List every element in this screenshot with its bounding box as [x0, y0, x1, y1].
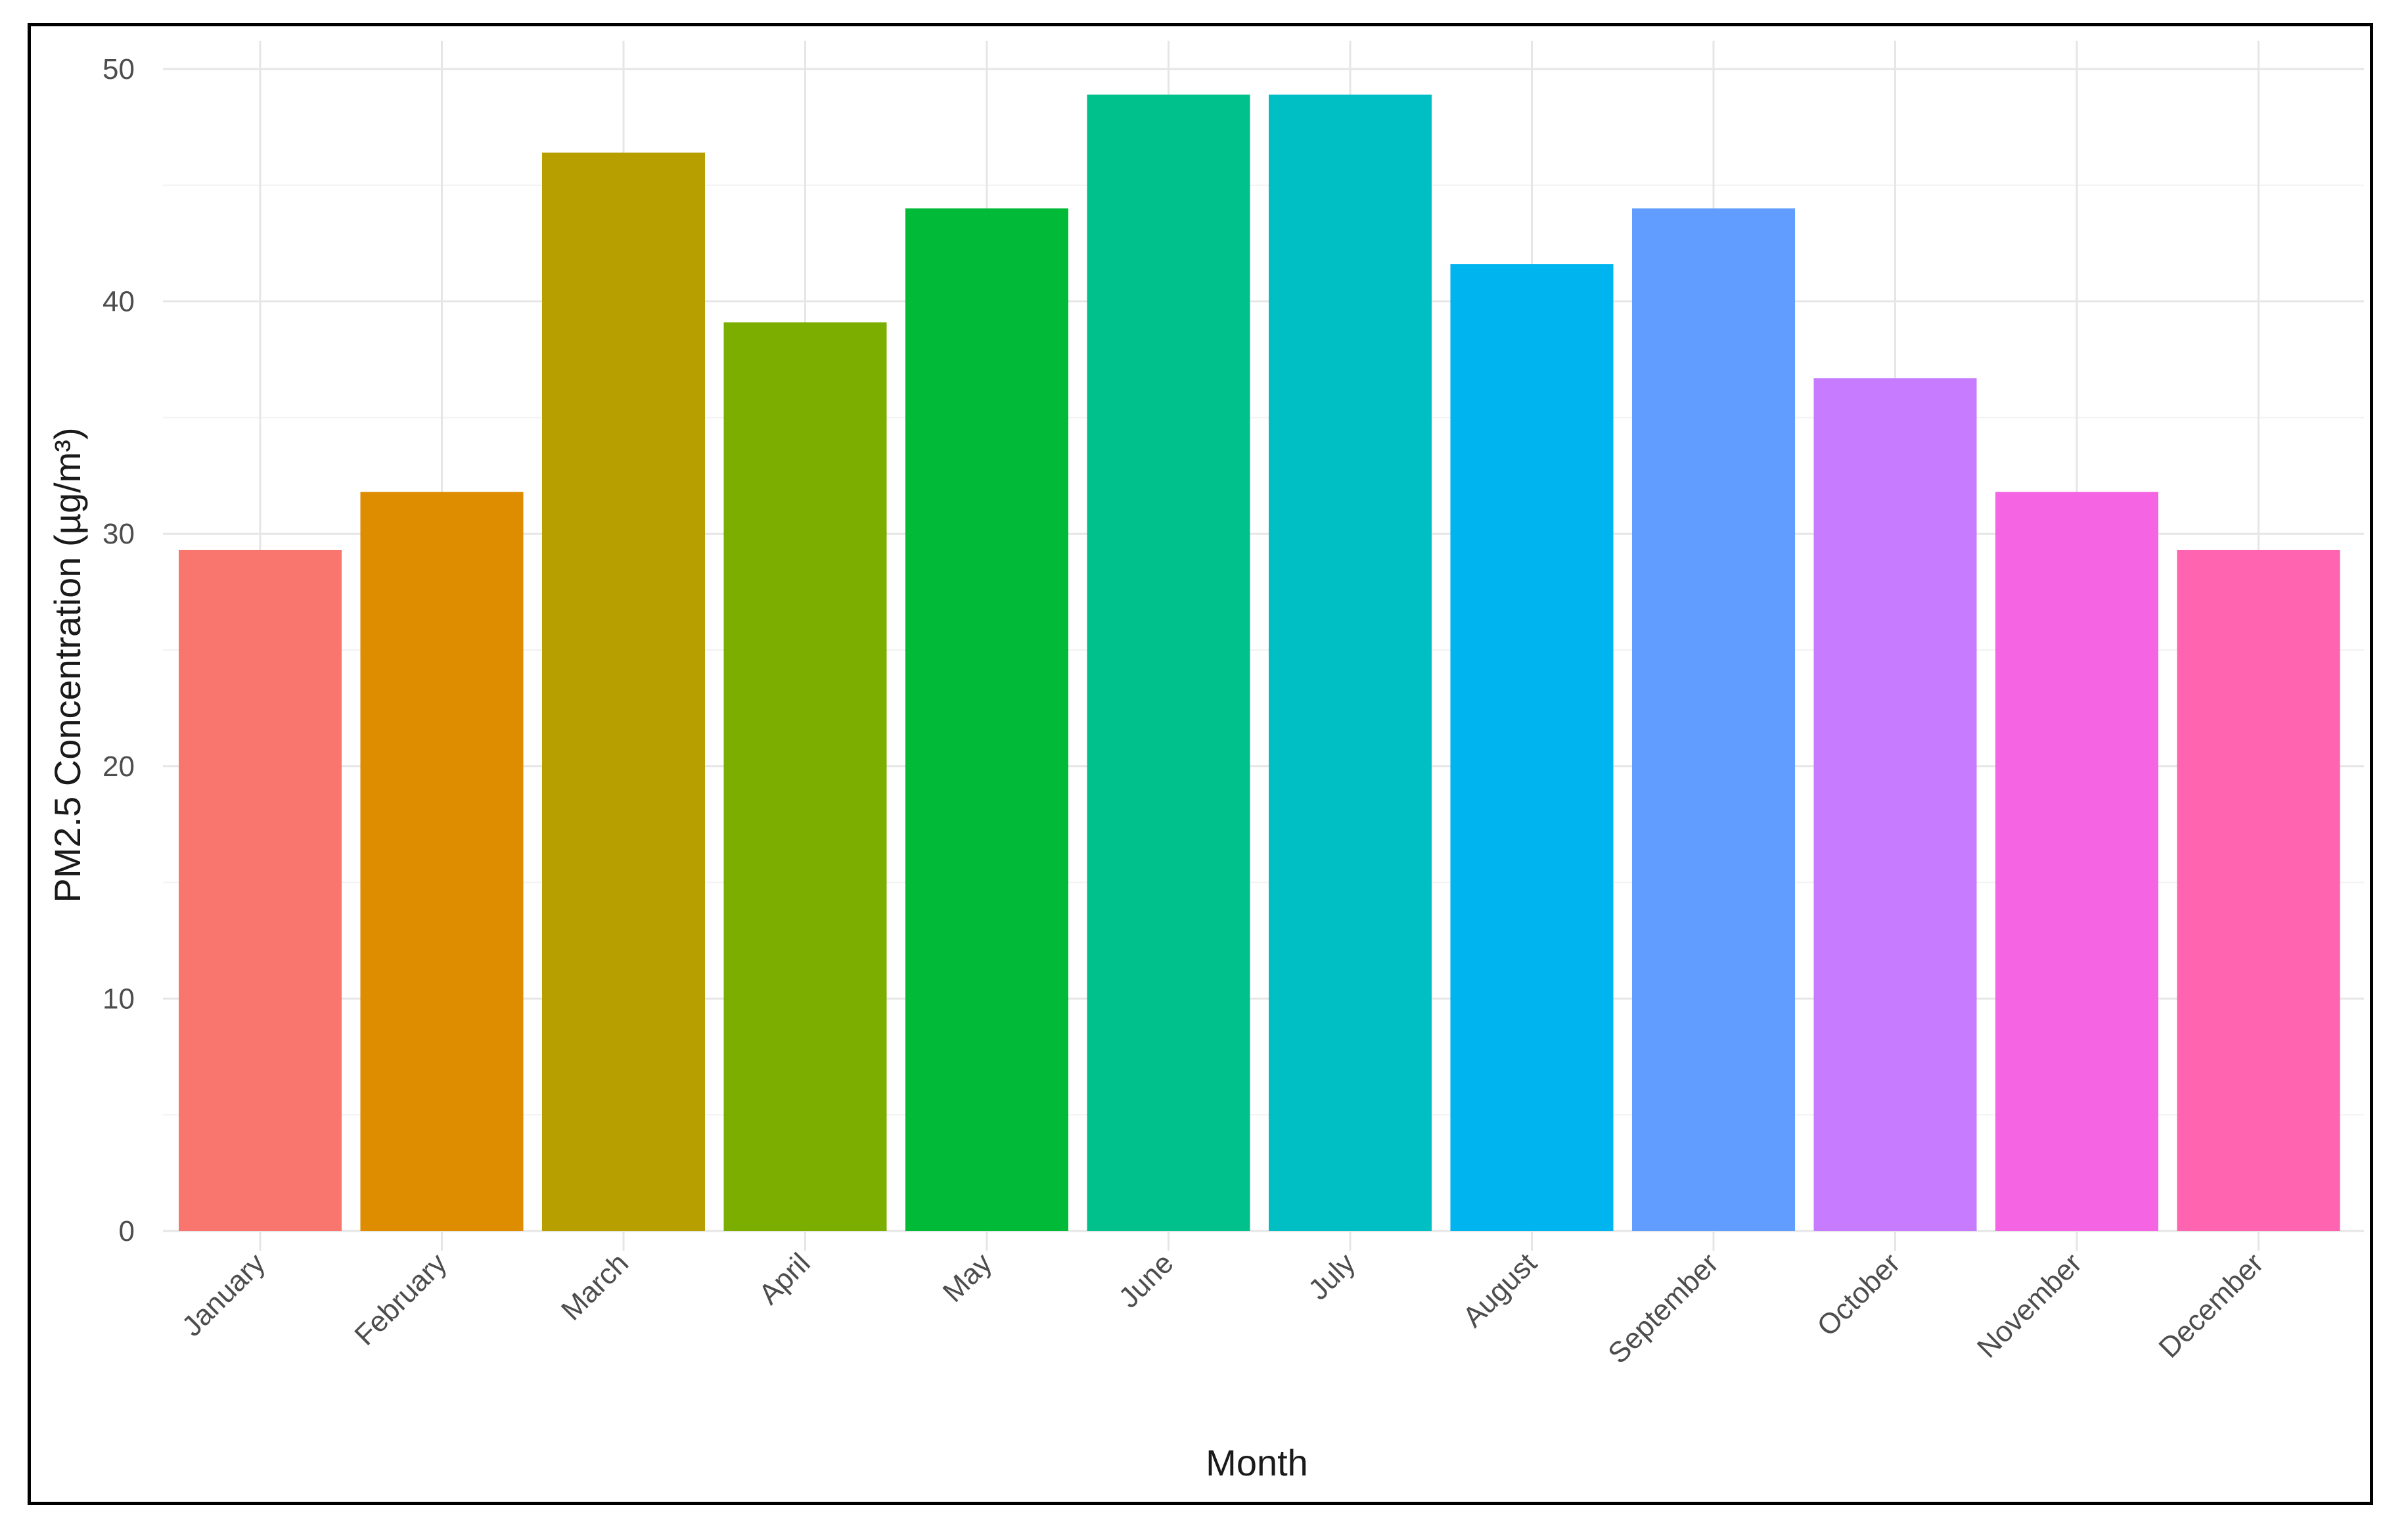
- x-tick-label: October: [1811, 1247, 1906, 1342]
- x-axis-title: Month: [1206, 1442, 1308, 1483]
- x-tick-label: December: [2152, 1247, 2269, 1364]
- x-tick-label: July: [1302, 1247, 1361, 1306]
- y-tick-label: 0: [119, 1215, 135, 1247]
- bar-march: [542, 152, 705, 1231]
- bar-february: [360, 492, 524, 1231]
- x-tick-label: May: [937, 1247, 998, 1308]
- bar-july: [1269, 94, 1432, 1231]
- x-tick-label: March: [555, 1247, 635, 1326]
- bar-august: [1450, 264, 1614, 1232]
- bars: [179, 94, 2340, 1232]
- bar-october: [1813, 378, 1977, 1231]
- y-tick-label: 10: [102, 983, 135, 1015]
- bar-september: [1632, 208, 1795, 1231]
- y-axis-title: PM2.5 Concentration (µg/m³): [47, 427, 88, 902]
- y-tick-label: 20: [102, 751, 135, 783]
- x-tick-label: September: [1602, 1247, 1725, 1370]
- bar-november: [1995, 492, 2158, 1231]
- bar-may: [905, 208, 1068, 1231]
- x-tick-label: January: [176, 1247, 271, 1342]
- bar-january: [179, 549, 342, 1231]
- y-axis-tick-labels: 0 10 20 30 40 50: [102, 53, 135, 1247]
- x-tick-label: April: [753, 1247, 817, 1311]
- bar-april: [723, 322, 887, 1231]
- x-axis-tick-labels: January February March April May June July Augu…: [176, 1247, 2270, 1370]
- bar-june: [1087, 94, 1250, 1231]
- x-tick-label: November: [1971, 1247, 2088, 1364]
- x-tick-label: February: [348, 1247, 453, 1351]
- y-tick-label: 30: [102, 518, 135, 550]
- bar-december: [2177, 549, 2340, 1231]
- y-tick-label: 40: [102, 286, 135, 318]
- y-tick-label: 50: [102, 53, 135, 85]
- x-tick-label: June: [1112, 1247, 1179, 1314]
- x-tick-label: August: [1457, 1247, 1543, 1334]
